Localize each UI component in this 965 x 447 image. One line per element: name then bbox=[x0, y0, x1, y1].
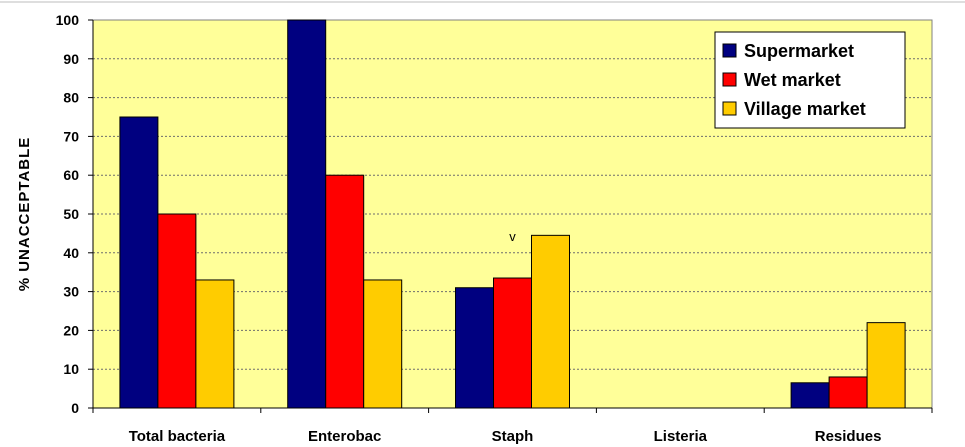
legend-label: Village market bbox=[744, 99, 866, 119]
bar-supermarket bbox=[119, 116, 159, 409]
bars bbox=[119, 19, 906, 409]
legend-label: Wet market bbox=[744, 70, 841, 90]
y-ticks: 0 10 20 30 40 50 60 70 80 90 100 bbox=[56, 12, 93, 416]
bar-supermarket bbox=[287, 19, 327, 409]
legend-swatch bbox=[722, 72, 737, 87]
bar-wet-market bbox=[325, 174, 365, 409]
x-tick-label: Staph bbox=[492, 428, 534, 445]
x-tick-label: Enterobac bbox=[308, 428, 381, 445]
bar-wet-market bbox=[828, 376, 868, 409]
y-tick-label: 50 bbox=[63, 206, 79, 222]
bar-village-market bbox=[531, 234, 570, 409]
annotations: v bbox=[509, 229, 516, 244]
bar-supermarket bbox=[455, 287, 494, 409]
bar-supermarket bbox=[790, 382, 830, 409]
bar-village-market bbox=[195, 279, 235, 409]
y-tick-label: 80 bbox=[63, 90, 79, 106]
legend-box bbox=[714, 31, 906, 129]
x-ticks: Total bacteria Enterobac Staph Listeria Resi… bbox=[92, 408, 933, 445]
legend-swatch bbox=[722, 101, 737, 116]
legend-swatch bbox=[722, 43, 737, 58]
y-tick-label: 0 bbox=[71, 400, 79, 416]
bar-village-market bbox=[866, 322, 906, 409]
y-tick-label: 40 bbox=[63, 245, 79, 261]
y-axis-label: % UNACCEPTABLE bbox=[16, 137, 33, 292]
y-tick-label: 100 bbox=[56, 12, 80, 28]
legend-label: Supermarket bbox=[744, 41, 854, 61]
x-tick-label: Listeria bbox=[654, 428, 708, 445]
bar-wet-market bbox=[157, 213, 197, 409]
x-tick-label: Residues bbox=[815, 428, 882, 445]
y-tick-label: 10 bbox=[63, 361, 79, 377]
y-tick-label: 90 bbox=[63, 51, 79, 67]
y-tick-label: 70 bbox=[63, 128, 79, 144]
x-tick-label: Total bacteria bbox=[129, 428, 226, 445]
y-tick-label: 30 bbox=[63, 284, 79, 300]
y-tick-label: 20 bbox=[63, 322, 79, 338]
bar-wet-market bbox=[493, 277, 532, 409]
y-tick-label: 60 bbox=[63, 167, 79, 183]
annotation-text: v bbox=[509, 229, 516, 244]
bar-village-market bbox=[363, 279, 403, 409]
legend: Supermarket Wet market Village market bbox=[714, 31, 906, 129]
